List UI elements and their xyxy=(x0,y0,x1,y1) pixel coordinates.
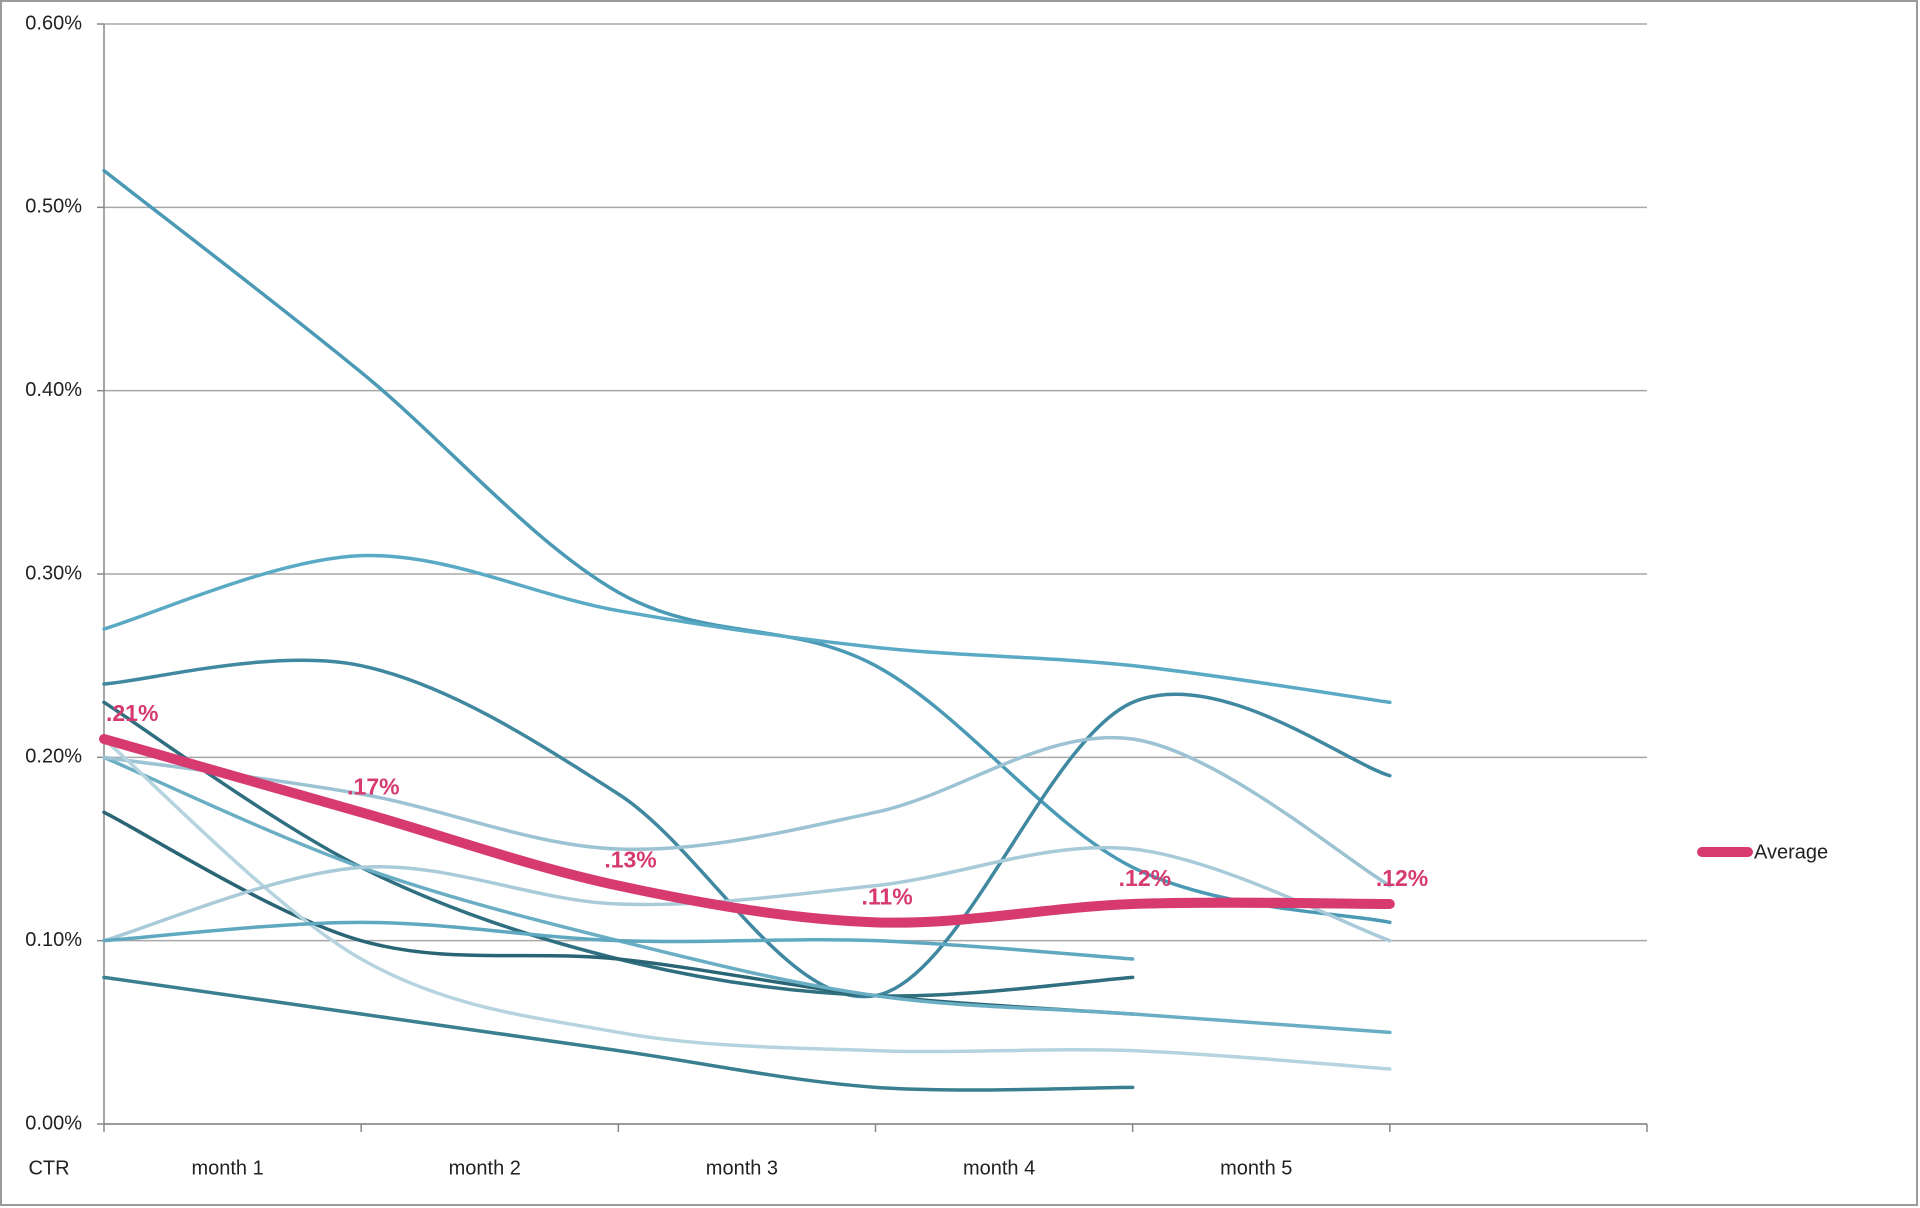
y-tick-label: 0.00% xyxy=(25,1112,82,1134)
data-label: .13% xyxy=(604,847,656,873)
series-line xyxy=(102,553,1392,705)
data-label: .12% xyxy=(1119,865,1171,891)
data-label: .12% xyxy=(1376,865,1428,891)
y-tick-label: 0.10% xyxy=(25,929,82,951)
series-line xyxy=(102,658,1392,999)
series-line xyxy=(102,975,1135,1092)
series-line xyxy=(102,845,1392,943)
x-tick-label: month 1 xyxy=(191,1157,263,1179)
x-tick-label: month 2 xyxy=(449,1157,521,1179)
series-line xyxy=(102,735,1392,888)
y-tick-label: 0.20% xyxy=(25,746,82,768)
x-tick-label: month 4 xyxy=(963,1157,1035,1179)
data-label: .17% xyxy=(347,773,399,799)
x-tick-label: month 3 xyxy=(706,1157,778,1179)
y-tick-label: 0.30% xyxy=(25,562,82,584)
x-tick-label: CTR xyxy=(28,1157,69,1179)
data-label: .11% xyxy=(862,883,913,909)
y-tick-label: 0.40% xyxy=(25,379,82,401)
series-line xyxy=(102,920,1135,961)
series-line xyxy=(102,737,1392,1071)
series-line xyxy=(102,755,1392,1035)
series-line xyxy=(99,734,1395,928)
y-tick-label: 0.60% xyxy=(25,12,82,34)
legend-label: Average xyxy=(1754,841,1828,863)
data-label: .21% xyxy=(106,700,158,726)
y-tick-label: 0.50% xyxy=(25,196,82,218)
x-tick-label: month 5 xyxy=(1220,1157,1292,1179)
